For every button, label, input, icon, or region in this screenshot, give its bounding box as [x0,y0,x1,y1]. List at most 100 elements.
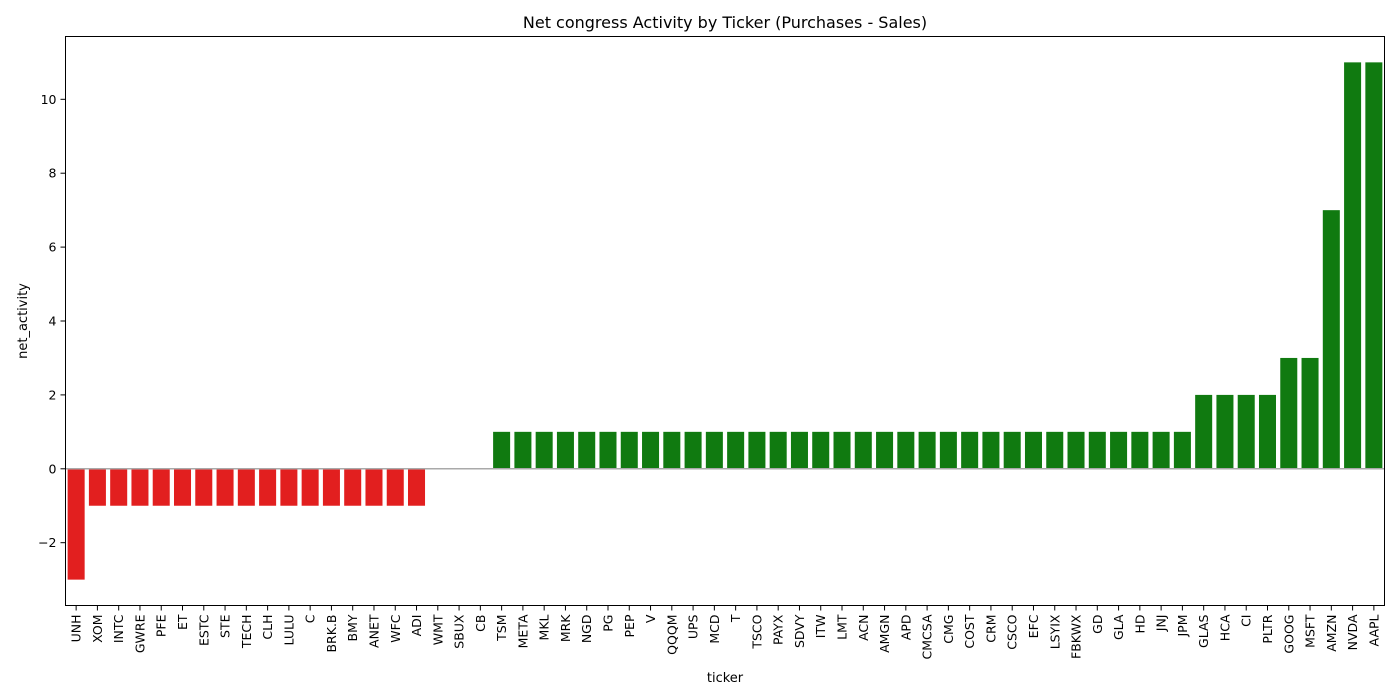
chart-title: Net congress Activity by Ticker (Purchas… [523,13,927,32]
x-tick-label: MKL [537,614,552,640]
bar-msft [1301,357,1319,469]
bar-amzn [1322,210,1340,469]
bar-jpm [1173,431,1191,469]
x-tick-label: COST [962,614,977,649]
x-tick-label: TECH [239,615,254,650]
bar-cost [961,431,979,469]
bar-gwre [131,468,149,506]
x-tick-label: MCD [707,615,722,644]
x-tick-label: STE [218,614,233,638]
bar-bmy [344,468,362,506]
x-tick-label: AMGN [877,615,892,653]
bar-csco [1003,431,1021,469]
bar-brk-b [322,468,340,506]
y-tick-label: 8 [49,166,57,181]
x-tick-label: HD [1132,615,1147,634]
bar-crm [982,431,1000,469]
x-tick-label: NVDA [1345,614,1360,650]
bar-mkl [535,431,553,469]
x-tick-label: T [728,614,743,623]
y-tick-label: 2 [49,387,57,402]
x-tick-label: MSFT [1303,614,1318,648]
x-tick-label: LULU [281,615,296,646]
bar-c [301,468,319,506]
y-tick-label: −2 [38,535,56,550]
bar-tech [237,468,255,506]
bar-estc [195,468,213,506]
x-tick-label: WMT [430,614,445,645]
bar-sdvy [790,431,808,469]
x-tick-label: HCA [1217,614,1232,641]
y-axis-label: net_activity [16,283,31,359]
x-tick-label: EFC [1026,614,1041,638]
bar-glas [1195,394,1213,469]
x-tick-label: JPM [1175,615,1190,638]
x-tick-label: MRK [558,614,573,642]
bar-efc [1024,431,1042,469]
x-tick-label: XOM [90,615,105,643]
x-tick-label: ADI [409,615,424,637]
bar-pltr [1258,394,1276,469]
y-ticks-group: −2 0 2 4 6 8 10 [38,92,66,550]
bar-qqqm [663,431,681,469]
x-tick-label: AAPL [1366,614,1381,646]
x-tick-label: FBKWX [1069,614,1084,659]
x-tick-label: C [303,614,318,623]
y-tick-label: 6 [49,240,57,255]
x-tick-label: NGD [579,615,594,644]
x-tick-label: INTC [111,614,126,643]
x-tick-label: ITW [813,615,828,639]
bar-ci [1237,394,1255,469]
x-tick-label: CSCO [1005,614,1020,649]
x-tick-label: META [515,614,530,648]
bar-acn [854,431,872,469]
x-tick-label: PEP [622,614,637,637]
bar-unh [67,468,85,580]
y-tick-label: 10 [41,92,57,107]
x-tick-label: V [643,614,658,623]
bar-meta [514,431,532,469]
bar-ngd [578,431,596,469]
x-tick-label: JNJ [1154,615,1169,633]
x-tick-label: WFC [388,614,403,643]
x-tick-label: UNH [69,615,84,643]
x-tick-label: CMCSA [920,614,935,659]
x-tick-label: TSCO [749,614,764,649]
y-tick-label: 4 [49,314,57,329]
bar-cmg [939,431,957,469]
x-tick-label: PAYX [771,614,786,645]
x-tick-label: ACN [856,615,871,641]
x-axis-label: ticker [707,671,744,686]
bar-payx [769,431,787,469]
x-tick-label: CI [1239,615,1254,627]
x-tick-label: LMT [835,614,850,640]
bar-tsco [748,431,766,469]
bar-amgn [876,431,894,469]
bars-group [67,62,1383,580]
bar-wfc [386,468,404,506]
x-tick-label: PG [600,615,615,632]
bar-fbkwx [1067,431,1085,469]
x-tick-label: GLAS [1196,614,1211,647]
bar-ste [216,468,234,506]
x-tick-label: TSM [494,615,509,642]
bar-lmt [833,431,851,469]
x-tick-label: APD [898,615,913,641]
plot-frame [65,36,1385,606]
y-tick-label: 0 [49,461,57,476]
bar-clh [259,468,277,506]
x-tick-label: SDVY [792,614,807,648]
x-tick-label: BRK.B [324,615,339,653]
bar-pep [620,431,638,469]
bar-lsyix [1046,431,1064,469]
bar-hd [1131,431,1149,469]
x-tick-label: SBUX [452,614,467,649]
x-tick-label: PLTR [1260,614,1275,643]
bar-hca [1216,394,1234,469]
bar-xom [88,468,106,506]
x-tick-label: LSYIX [1047,614,1062,649]
bar-cmcsa [918,431,936,469]
bar-mrk [556,431,574,469]
x-ticks-group: UNH XOM INTC GWRE PFE ET ESTC STE TECH CLH LULU C BR… [69,605,1381,659]
